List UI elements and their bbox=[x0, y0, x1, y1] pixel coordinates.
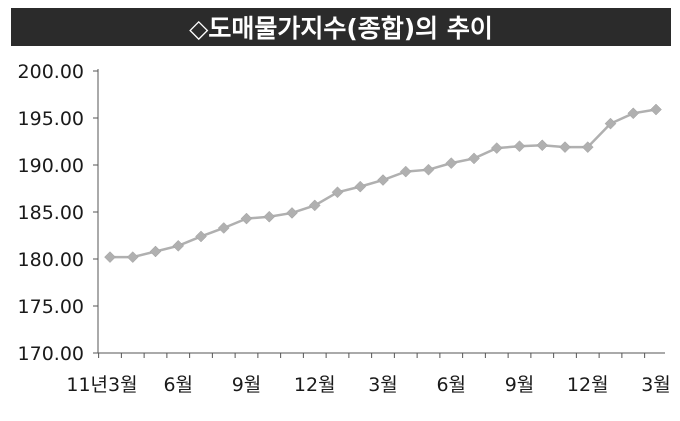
chart-axes bbox=[97, 69, 665, 354]
x-tick-label: 12월 bbox=[294, 374, 336, 396]
data-point bbox=[240, 212, 253, 225]
data-point bbox=[331, 186, 344, 199]
y-tick-label: 170.00 bbox=[18, 343, 84, 365]
data-point bbox=[490, 142, 503, 154]
y-tick-label: 175.00 bbox=[18, 296, 84, 318]
x-tick-label: 11년3월 bbox=[66, 374, 137, 396]
data-point bbox=[650, 103, 662, 116]
data-point bbox=[468, 152, 480, 165]
data-point bbox=[513, 140, 526, 153]
data-point bbox=[445, 157, 458, 169]
y-tick-label: 185.00 bbox=[18, 202, 84, 224]
data-point bbox=[217, 222, 230, 234]
data-point bbox=[559, 141, 571, 153]
data-point bbox=[604, 117, 617, 130]
y-tick-label: 200.00 bbox=[18, 61, 84, 83]
chart-title: ◇도매물가지수(종합)의 추이 bbox=[189, 14, 493, 43]
data-point bbox=[126, 251, 139, 263]
x-tick-label: 12월 bbox=[567, 374, 609, 396]
data-point bbox=[581, 141, 594, 153]
data-point bbox=[627, 107, 640, 120]
data-point bbox=[354, 180, 367, 193]
y-tick-label: 195.00 bbox=[18, 108, 84, 130]
data-point bbox=[399, 165, 412, 178]
x-tick-label: 3월 bbox=[641, 374, 671, 396]
x-tick-label: 6월 bbox=[163, 374, 193, 396]
x-axis-ticks: 11년3월 6월 9월 12월 3월 6월 9월 12월 3월 bbox=[66, 353, 671, 396]
data-point bbox=[172, 239, 185, 252]
data-point bbox=[195, 230, 207, 243]
x-tick-label: 3월 bbox=[368, 374, 398, 396]
x-tick-label: 9월 bbox=[505, 374, 535, 396]
data-point bbox=[422, 163, 435, 176]
x-tick-label: 6월 bbox=[436, 374, 466, 396]
y-axis-ticks: 200.00 195.00 190.00 185.00 180.00 175.00 170.… bbox=[18, 61, 98, 365]
y-tick-label: 190.00 bbox=[18, 155, 84, 177]
data-point bbox=[536, 139, 549, 152]
data-point bbox=[263, 210, 276, 223]
data-point bbox=[104, 251, 116, 263]
chart-title-bar: ◇도매물가지수(종합)의 추이 bbox=[11, 8, 671, 46]
x-tick-label: 9월 bbox=[232, 374, 262, 396]
data-point bbox=[286, 207, 298, 219]
data-point bbox=[377, 174, 389, 186]
y-tick-label: 180.00 bbox=[18, 249, 84, 271]
series-layer bbox=[104, 103, 662, 263]
data-point bbox=[149, 245, 162, 258]
data-point bbox=[308, 199, 321, 212]
